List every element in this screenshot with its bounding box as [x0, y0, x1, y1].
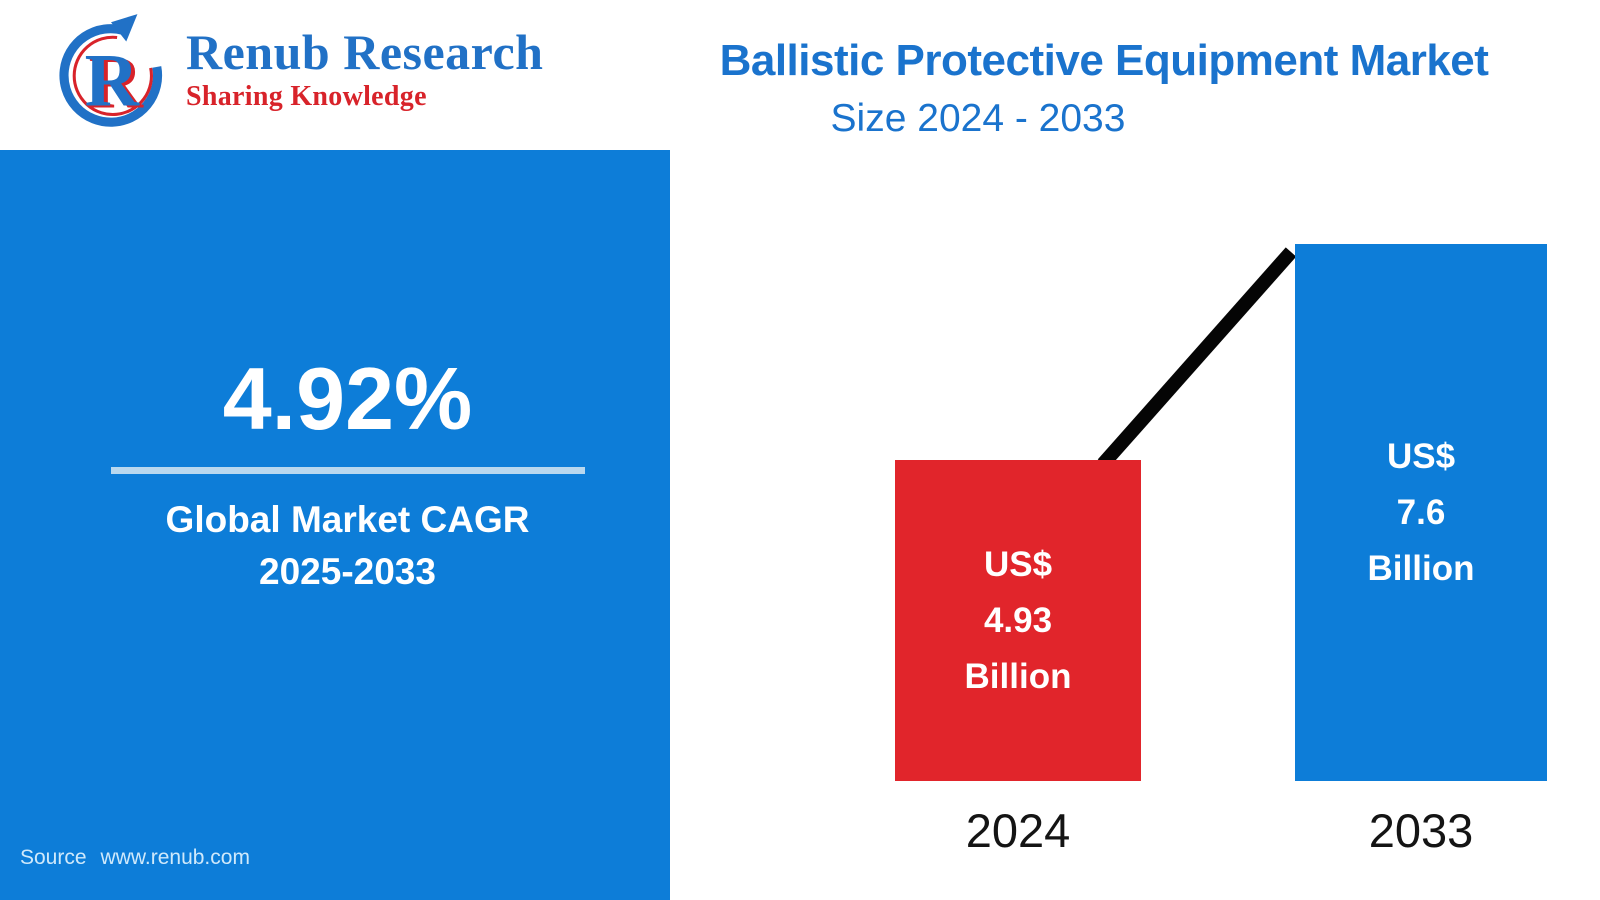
brand-tagline: Sharing Knowledge: [186, 81, 427, 112]
cagr-period: 2025-2033: [259, 550, 436, 592]
page-title: Ballistic Protective Equipment Market: [719, 36, 1489, 85]
renub-logo-icon: R R: [59, 14, 163, 127]
bar-2024: US$ 4.93 Billion: [895, 460, 1141, 781]
bar-2033: US$ 7.6 Billion: [1295, 244, 1547, 781]
x-axis-label-2024: 2024: [965, 804, 1071, 857]
svg-text:R: R: [89, 42, 144, 125]
brand-name: Renub Research: [186, 24, 544, 80]
source-note: Source www.renub.com: [20, 846, 250, 870]
page-subtitle: Size 2024 - 2033: [830, 97, 1126, 140]
logo-text: Renub Research Sharing Knowledge: [186, 27, 543, 113]
bar-value-line: US$: [1386, 436, 1456, 476]
cagr-block: 4.92% Global Market CAGR 2025-2033: [60, 355, 635, 598]
svg-text:R: R: [85, 40, 140, 123]
cagr-label: Global Market CAGR: [165, 499, 530, 540]
bar-value-line: Billion: [964, 656, 1072, 696]
cagr-panel: 4.92% Global Market CAGR 2025-2033 Sourc…: [0, 150, 670, 900]
bar-value-line: US$: [983, 544, 1053, 584]
renub-logo: R R Renub Research Sharing Knowledge: [50, 10, 543, 130]
bar-value-line: 7.6: [1396, 492, 1446, 532]
source-url: www.renub.com: [100, 846, 250, 869]
cagr-divider: [110, 467, 585, 474]
source-label: Source: [20, 846, 87, 869]
cagr-value: 4.92%: [222, 349, 473, 448]
bar-value-line: Billion: [1367, 548, 1475, 588]
x-axis-label-2033: 2033: [1368, 804, 1474, 857]
bar-value-line: 4.93: [983, 600, 1053, 640]
